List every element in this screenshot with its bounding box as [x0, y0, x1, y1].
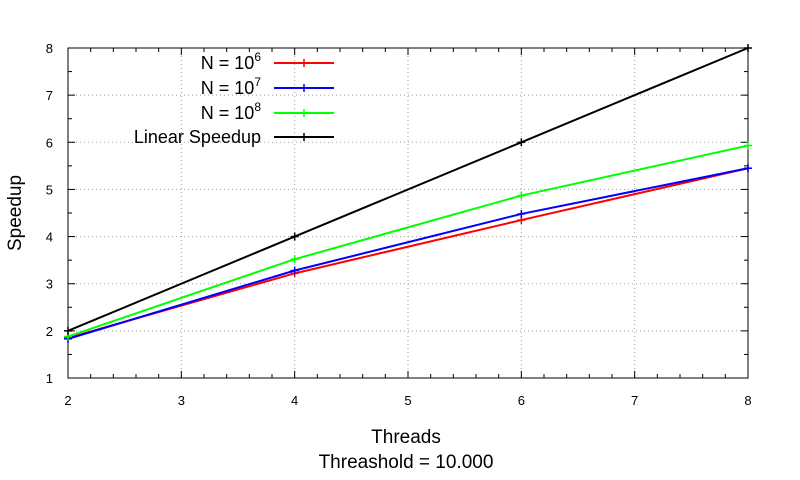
legend-entry-2: N = 108	[201, 100, 334, 123]
x-tick-label: 3	[178, 393, 185, 408]
data-point	[290, 266, 299, 275]
series-layer	[64, 44, 752, 343]
series-line	[67, 47, 749, 332]
x-tick-label: 7	[631, 393, 638, 408]
y-tick-label: 7	[46, 88, 53, 103]
data-point	[290, 255, 299, 264]
x-tick-label: 5	[404, 393, 411, 408]
data-point	[744, 44, 752, 52]
legend-entry-0: N = 106	[201, 50, 334, 73]
x-tick-label: 4	[291, 393, 298, 408]
series-line	[67, 167, 749, 340]
legend-label: Linear Speedup	[134, 127, 261, 147]
series-2	[64, 141, 752, 341]
data-point	[517, 191, 526, 200]
plot-frame	[67, 47, 749, 379]
y-tick-label: 5	[46, 182, 53, 197]
legend-label: N = 107	[201, 75, 262, 98]
y-tick-label: 1	[46, 371, 53, 386]
x-axis-title: Threads	[371, 427, 441, 448]
data-point	[290, 232, 299, 241]
data-point	[744, 141, 752, 150]
grid	[68, 48, 748, 378]
data-point	[744, 164, 752, 173]
legend-label: N = 108	[201, 100, 262, 123]
legend-entry-1: N = 107	[201, 75, 334, 98]
x-axis-subtitle: Threashold = 10.000	[319, 452, 494, 473]
y-tick-label: 4	[46, 230, 53, 245]
series-3	[64, 44, 752, 335]
y-tick-label: 2	[46, 324, 53, 339]
x-tick-label: 8	[744, 393, 751, 408]
y-tick-label: 6	[46, 135, 53, 150]
data-point	[517, 138, 526, 147]
series-1	[64, 164, 752, 343]
series-0	[64, 164, 752, 342]
y-tick-label: 3	[46, 277, 53, 292]
x-tick-label: 2	[64, 393, 71, 408]
legend-label: N = 106	[201, 50, 262, 73]
data-point	[64, 326, 72, 335]
legend-entry-3: Linear Speedup	[134, 127, 334, 147]
y-tick-label: 8	[46, 41, 53, 56]
y-axis-title: Speedup	[5, 175, 26, 251]
data-point	[517, 209, 526, 218]
x-tick-label: 6	[518, 393, 525, 408]
series-line	[67, 144, 749, 338]
